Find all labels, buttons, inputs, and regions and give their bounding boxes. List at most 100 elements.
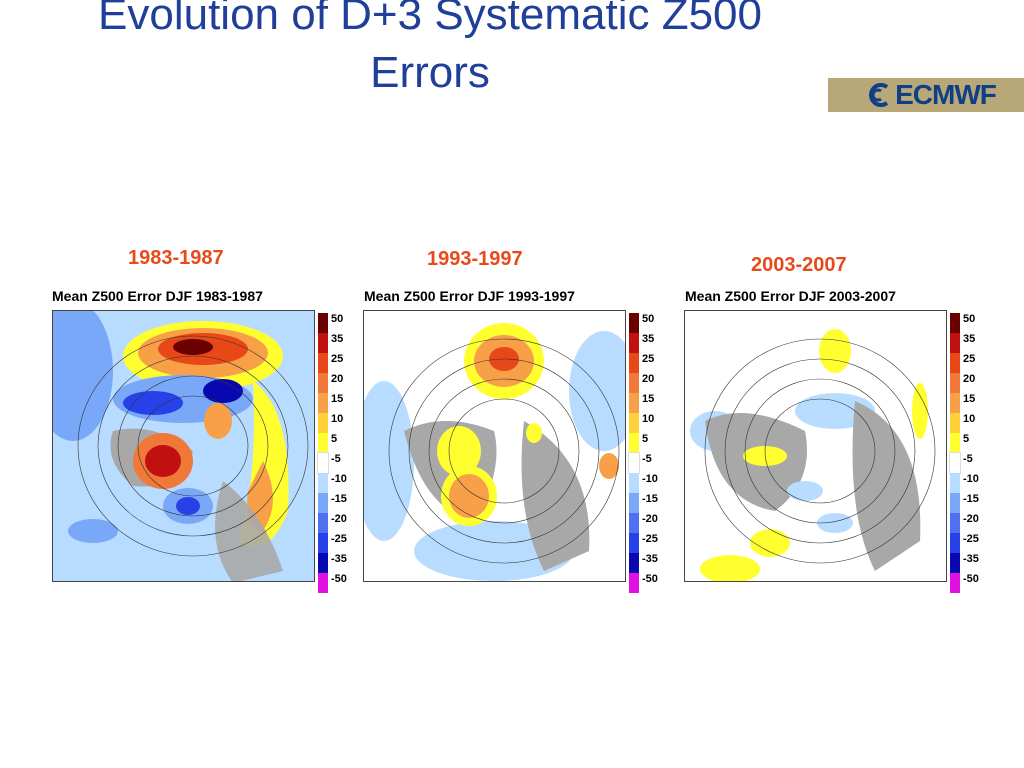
- scale-swatch: [318, 413, 328, 433]
- scale-label: -15: [642, 493, 658, 505]
- scale-label: -50: [642, 573, 658, 585]
- scale-swatch: [629, 413, 639, 433]
- scale-label: 15: [963, 393, 976, 405]
- scale-swatch: [950, 393, 960, 413]
- scale-label: 5: [642, 433, 649, 445]
- slide-title-line-2: Errors: [370, 48, 490, 97]
- error-map-1993: [363, 310, 626, 582]
- scale-label: 25: [642, 353, 655, 365]
- scale-label: -25: [331, 533, 347, 545]
- map-title-1993: Mean Z500 Error DJF 1993-1997: [364, 288, 575, 304]
- scale-swatch: [949, 452, 961, 474]
- scale-swatch: [629, 573, 639, 593]
- scale-label: 15: [642, 393, 655, 405]
- color-scale-2003: 50 35 25 20 15 10 5 -5 -10 -15 -20 -25 -35 -50: [949, 313, 1010, 593]
- scale-label: 50: [642, 313, 655, 325]
- scale-label: -10: [331, 473, 347, 485]
- scale-swatch: [950, 473, 960, 493]
- scale-label: 10: [331, 413, 344, 425]
- scale-label: -15: [331, 493, 347, 505]
- scale-label: 35: [642, 333, 655, 345]
- scale-swatch: [318, 573, 328, 593]
- scale-label: -5: [963, 453, 973, 465]
- scale-label: 10: [642, 413, 655, 425]
- ecmwf-logo-text: ECMWF: [895, 79, 997, 110]
- scale-label: -35: [963, 553, 979, 565]
- scale-label: -20: [963, 513, 979, 525]
- scale-label: 50: [963, 313, 976, 325]
- scale-swatch: [318, 473, 328, 493]
- scale-swatch: [629, 353, 639, 373]
- scale-swatch: [629, 393, 639, 413]
- scale-label: -35: [331, 553, 347, 565]
- scale-label: -25: [963, 533, 979, 545]
- scale-label: -5: [642, 453, 652, 465]
- error-map-2003: [684, 310, 947, 582]
- scale-swatch: [950, 533, 960, 553]
- period-label-1983: 1983-1987: [128, 247, 224, 269]
- scale-swatch: [629, 493, 639, 513]
- ecmwf-logo-icon: [869, 83, 889, 107]
- scale-label: -10: [963, 473, 979, 485]
- scale-label: 20: [642, 373, 655, 385]
- scale-swatch: [318, 313, 328, 333]
- scale-label: 20: [331, 373, 344, 385]
- scale-label: 10: [963, 413, 976, 425]
- error-map-1983: [52, 310, 315, 582]
- scale-label: 50: [331, 313, 344, 325]
- scale-swatch: [318, 373, 328, 393]
- scale-swatch: [950, 373, 960, 393]
- scale-swatch: [950, 433, 960, 453]
- scale-swatch: [318, 433, 328, 453]
- scale-swatch: [629, 553, 639, 573]
- slide-title-line-1: Evolution of D+3 Systematic Z500: [98, 0, 762, 39]
- scale-label: -25: [642, 533, 658, 545]
- scale-swatch: [950, 353, 960, 373]
- scale-label: 35: [331, 333, 344, 345]
- scale-label: 5: [963, 433, 970, 445]
- scale-label: 20: [963, 373, 976, 385]
- scale-label: -50: [331, 573, 347, 585]
- scale-label: 5: [331, 433, 338, 445]
- scale-swatch: [318, 553, 328, 573]
- scale-swatch: [318, 353, 328, 373]
- scale-swatch: [629, 433, 639, 453]
- scale-swatch: [629, 533, 639, 553]
- scale-swatch: [318, 333, 328, 353]
- scale-swatch: [950, 333, 960, 353]
- scale-swatch: [950, 493, 960, 513]
- scale-label: -15: [963, 493, 979, 505]
- scale-label: 25: [963, 353, 976, 365]
- slide-title: Evolution of D+3 Systematic Z500 Errors: [30, 0, 830, 102]
- scale-swatch: [317, 452, 329, 474]
- map-title-2003: Mean Z500 Error DJF 2003-2007: [685, 288, 896, 304]
- map-title-1983: Mean Z500 Error DJF 1983-1987: [52, 288, 263, 304]
- scale-label: -10: [642, 473, 658, 485]
- scale-swatch: [950, 573, 960, 593]
- scale-swatch: [950, 513, 960, 533]
- scale-label: -35: [642, 553, 658, 565]
- scale-swatch: [318, 513, 328, 533]
- period-label-2003: 2003-2007: [751, 254, 847, 276]
- scale-label: -20: [331, 513, 347, 525]
- scale-label: 15: [331, 393, 344, 405]
- color-scale-1983: 50 35 25 20 15 10 5 -5 -10 -15 -20 -25 -35 -50: [317, 313, 378, 593]
- scale-swatch: [629, 373, 639, 393]
- scale-swatch: [318, 533, 328, 553]
- ecmwf-logo: ECMWF: [828, 78, 1024, 112]
- scale-swatch: [318, 393, 328, 413]
- scale-swatch: [629, 473, 639, 493]
- scale-swatch: [318, 493, 328, 513]
- scale-swatch: [950, 413, 960, 433]
- scale-label: 35: [963, 333, 976, 345]
- scale-label: 25: [331, 353, 344, 365]
- scale-swatch: [950, 553, 960, 573]
- scale-swatch: [629, 333, 639, 353]
- period-label-1993: 1993-1997: [427, 248, 523, 270]
- scale-swatch: [629, 513, 639, 533]
- scale-label: -50: [963, 573, 979, 585]
- scale-swatch: [950, 313, 960, 333]
- scale-label: -20: [642, 513, 658, 525]
- scale-label: -5: [331, 453, 341, 465]
- color-scale-1993: 50 35 25 20 15 10 5 -5 -10 -15 -20 -25 -35 -50: [628, 313, 689, 593]
